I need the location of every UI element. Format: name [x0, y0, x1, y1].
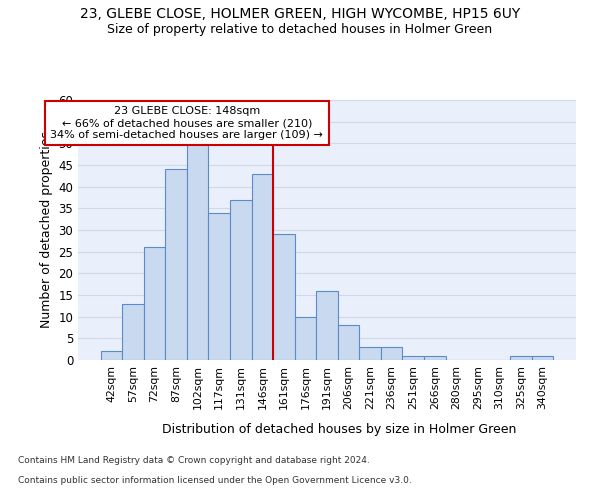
Text: Size of property relative to detached houses in Holmer Green: Size of property relative to detached ho… [107, 22, 493, 36]
Text: Distribution of detached houses by size in Holmer Green: Distribution of detached houses by size … [162, 422, 516, 436]
Text: Contains HM Land Registry data © Crown copyright and database right 2024.: Contains HM Land Registry data © Crown c… [18, 456, 370, 465]
Bar [251, 174, 273, 360]
Bar [101, 352, 122, 360]
Bar [166, 170, 187, 360]
Text: 23 GLEBE CLOSE: 148sqm
← 66% of detached houses are smaller (210)
34% of semi-de: 23 GLEBE CLOSE: 148sqm ← 66% of detached… [50, 106, 323, 140]
Bar [359, 347, 381, 360]
Bar [208, 212, 230, 360]
Bar [338, 326, 359, 360]
Bar [122, 304, 144, 360]
Bar [510, 356, 532, 360]
Bar [532, 356, 553, 360]
Bar [273, 234, 295, 360]
Text: Contains public sector information licensed under the Open Government Licence v3: Contains public sector information licen… [18, 476, 412, 485]
Text: 23, GLEBE CLOSE, HOLMER GREEN, HIGH WYCOMBE, HP15 6UY: 23, GLEBE CLOSE, HOLMER GREEN, HIGH WYCO… [80, 8, 520, 22]
Bar [295, 316, 316, 360]
Bar [230, 200, 251, 360]
Bar [381, 347, 403, 360]
Bar [424, 356, 446, 360]
Bar [316, 290, 338, 360]
Bar [144, 248, 166, 360]
Bar [403, 356, 424, 360]
Y-axis label: Number of detached properties: Number of detached properties [40, 132, 53, 328]
Bar [187, 144, 208, 360]
